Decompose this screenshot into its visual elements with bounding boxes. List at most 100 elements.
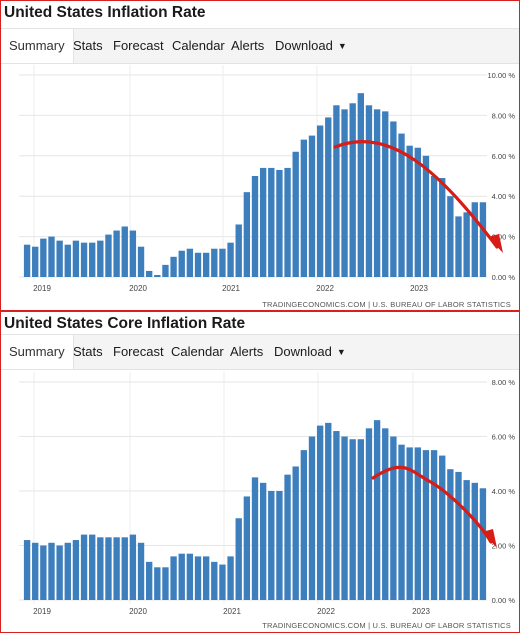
bar — [308, 135, 316, 277]
bar — [365, 428, 373, 600]
tab-download[interactable]: Download ▼ — [275, 29, 347, 63]
bar — [406, 145, 413, 277]
bar — [373, 420, 381, 600]
bar — [325, 117, 332, 277]
bar — [154, 274, 161, 277]
tab-summary[interactable]: Summary — [1, 335, 74, 369]
tab-forecast[interactable]: Forecast — [113, 38, 164, 53]
source-credit: TRADINGECONOMICS.COM | U.S. BUREAU OF LA… — [262, 300, 511, 309]
bar — [154, 567, 161, 600]
bar — [284, 167, 291, 277]
bar — [292, 466, 299, 600]
bar — [471, 202, 478, 277]
bar — [170, 556, 177, 600]
bar — [292, 151, 299, 277]
bar — [186, 248, 194, 277]
bar — [72, 540, 80, 600]
bar — [406, 447, 413, 600]
bar — [455, 471, 462, 600]
bar — [268, 167, 275, 277]
tab-forecast[interactable]: Forecast — [113, 344, 164, 359]
y-tick-label: 0.00 % — [492, 596, 516, 605]
y-tick-label: 0.00 % — [492, 273, 516, 282]
tab-calendar[interactable]: Calendar — [171, 344, 224, 359]
caret-down-icon: ▼ — [337, 41, 347, 51]
tab-download[interactable]: Download ▼ — [274, 335, 346, 369]
bar — [178, 250, 185, 277]
annotation-arrowhead-icon — [488, 234, 503, 253]
core-inflation-rate-chart: 0.00 % 2.00 % 4.00 % 6.00 % 8.00 % 2019 2020 20… — [19, 372, 516, 616]
tab-download-label: Download — [275, 38, 333, 53]
bar — [80, 242, 88, 277]
bar — [333, 431, 340, 600]
x-tick-label: 2020 — [129, 284, 147, 293]
chart-title: United States Inflation Rate — [4, 4, 206, 21]
bar — [447, 469, 454, 600]
bar — [129, 230, 137, 277]
bar — [447, 196, 454, 277]
inflation-rate-panel: United States Inflation Rate Summary Sta… — [0, 0, 520, 311]
bar — [40, 238, 47, 277]
bar — [80, 534, 88, 600]
bar — [186, 553, 194, 600]
bar — [194, 252, 202, 277]
caret-down-icon: ▼ — [336, 347, 346, 357]
tab-stats[interactable]: Stats — [73, 344, 103, 359]
x-tick-label: 2023 — [412, 607, 430, 616]
bar — [23, 244, 31, 277]
bar — [113, 537, 120, 600]
bar — [390, 436, 397, 600]
bar — [259, 167, 267, 277]
bar — [430, 450, 438, 601]
bar — [178, 553, 185, 600]
bar — [398, 133, 405, 277]
bar — [382, 111, 389, 277]
bar — [219, 564, 226, 600]
bar — [430, 176, 438, 277]
y-tick-label: 10.00 % — [487, 71, 515, 80]
bar — [227, 242, 234, 277]
y-tick-label: 6.00 % — [492, 152, 516, 161]
bar — [113, 230, 120, 277]
bar — [276, 491, 283, 600]
bar — [48, 542, 55, 600]
bar — [479, 202, 487, 277]
bar — [137, 246, 145, 277]
bar — [308, 436, 316, 600]
tab-summary[interactable]: Summary — [1, 29, 74, 63]
x-tick-label: 2022 — [316, 284, 334, 293]
bar — [316, 125, 324, 277]
bar — [146, 270, 153, 277]
bar — [276, 169, 283, 277]
bar — [422, 450, 430, 601]
bar — [235, 224, 242, 277]
annotation-arrow-curve — [333, 140, 499, 249]
y-tick-label: 2.00 % — [492, 542, 516, 551]
bar — [414, 147, 421, 277]
y-tick-label: 6.00 % — [492, 433, 516, 442]
tab-alerts[interactable]: Alerts — [230, 344, 264, 359]
bar — [325, 422, 332, 601]
bar — [121, 226, 128, 277]
bar — [105, 537, 112, 600]
bar — [211, 248, 218, 277]
tab-stats[interactable]: Stats — [73, 38, 103, 53]
bar — [300, 139, 308, 277]
bar — [390, 121, 397, 278]
bar — [373, 109, 381, 277]
x-tick-label: 2021 — [223, 607, 241, 616]
bar — [23, 540, 31, 600]
bar — [194, 556, 202, 600]
bar — [455, 216, 462, 277]
bar — [121, 537, 128, 600]
bar — [357, 93, 364, 278]
bar — [227, 556, 234, 600]
bar — [162, 264, 169, 277]
annotation-arrowhead-icon — [482, 529, 497, 548]
bar — [357, 439, 364, 600]
chart-title: United States Core Inflation Rate — [4, 315, 246, 332]
x-tick-label: 2022 — [317, 607, 335, 616]
tab-calendar[interactable]: Calendar — [172, 38, 225, 53]
bar — [56, 240, 63, 277]
tab-alerts[interactable]: Alerts — [231, 38, 265, 53]
